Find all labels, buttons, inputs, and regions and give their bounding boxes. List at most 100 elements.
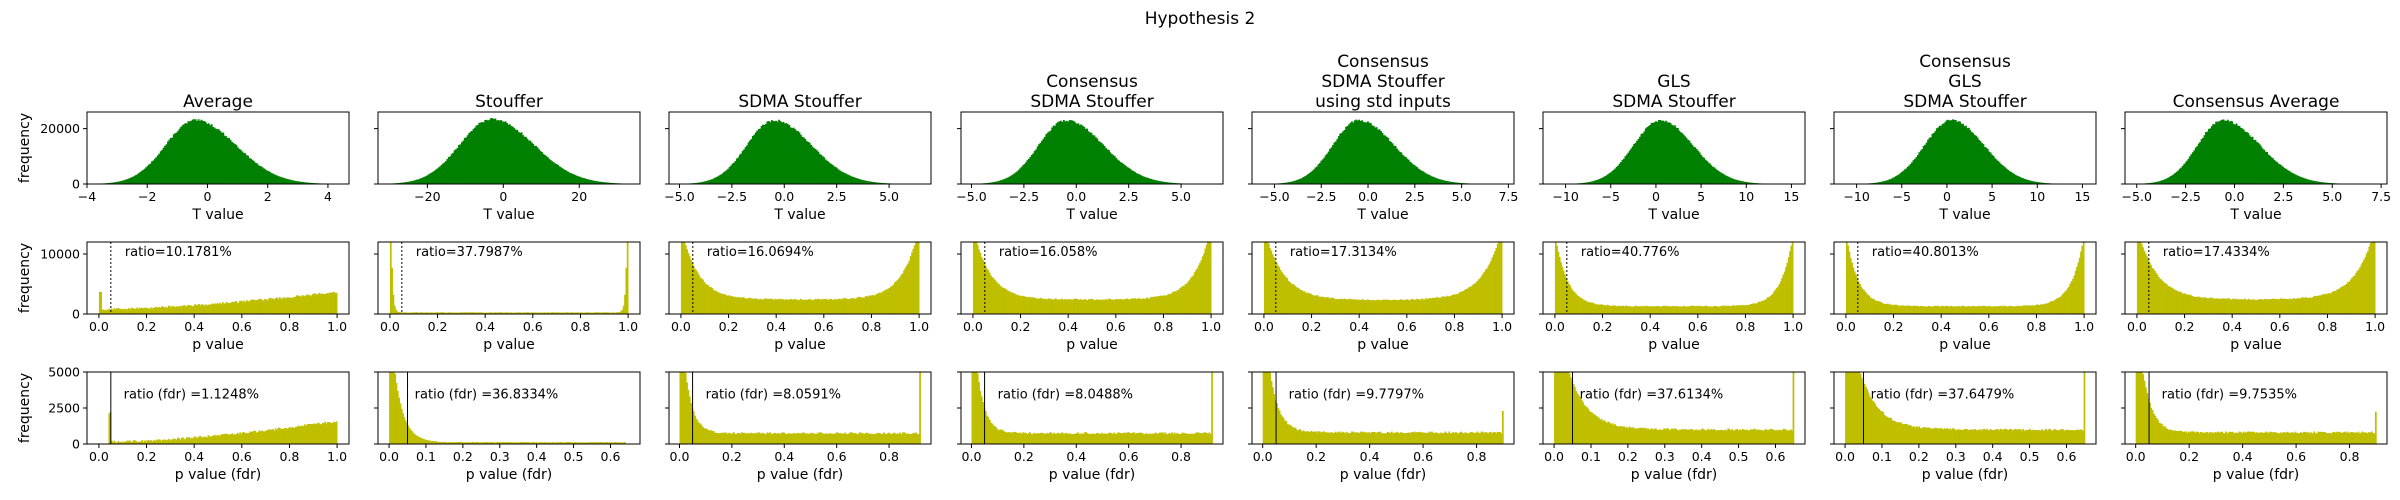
histogram-bar [794,433,797,444]
histogram-bar [1863,290,1865,314]
histogram-bar [917,434,920,444]
histogram-bar [466,442,469,444]
histogram-bar [1921,305,1924,314]
x-tick-label: −2.5 [1009,189,1039,204]
histogram-bar [213,127,216,184]
histogram-bar [2209,431,2211,444]
x-tick-label: 0.6 [1119,449,1139,464]
histogram-bar [407,312,409,314]
histogram-bar [817,151,820,184]
histogram-bar [1003,288,1006,314]
histogram-bar [1200,433,1203,444]
histogram-bar [578,176,581,184]
histogram-bar [1077,123,1080,184]
histogram-bar [419,437,421,444]
histogram-bar [1272,387,1274,444]
histogram-bar [448,312,450,314]
histogram-bar [762,432,765,444]
histogram-bar [1738,305,1741,314]
histogram-bar [608,442,610,444]
histogram-bar [1363,300,1365,314]
histogram-bar [2007,169,2010,184]
histogram-bar [1453,294,1455,314]
histogram-bar [2056,430,2059,444]
histogram-bar [1745,181,1748,184]
histogram-bar [2282,166,2285,184]
histogram-bar [1304,176,1307,184]
histogram-bar [1146,297,1148,314]
histogram-bar [814,434,817,444]
histogram-bar [912,432,915,444]
histogram-bar [1426,299,1429,314]
histogram-bar [285,297,288,314]
histogram-bar [1041,298,1044,314]
x-tick-label: −5.0 [664,189,694,204]
panel-r3c2: 0.0 0.1 0.2 0.3 0.4 0.5 0.6p value (fdr)ratio … [374,371,641,483]
histogram-bar [1166,295,1168,314]
histogram-bar [1007,177,1010,184]
histogram-bar [501,442,504,444]
x-axis-label: T value [1065,207,1117,223]
histogram-bar [694,268,696,314]
histogram-bar [305,182,308,184]
histogram-bar [1881,411,1883,444]
histogram-bar [813,300,815,314]
histogram-bar [453,442,456,444]
histogram-bar [690,402,692,444]
histogram-bar [1777,286,1779,314]
histogram-bar [2353,275,2356,314]
histogram-bar [833,166,836,184]
histogram-bar [810,144,813,184]
histogram-bar [723,293,725,314]
histogram-bar [2277,299,2279,314]
histogram-bar [148,164,150,184]
histogram-bar [610,312,613,314]
histogram-bar [2324,182,2327,184]
histogram-bar [2237,433,2240,444]
histogram-bar [2230,299,2233,314]
histogram-bar [1643,131,1646,184]
histogram-bar [478,122,481,184]
histogram-bar [1301,177,1304,184]
histogram-bar [2309,180,2312,184]
histogram-bar [1946,305,1949,314]
histogram-bar [1021,295,1024,314]
histogram-bar [221,434,224,444]
histogram-bar [1954,306,1957,314]
histogram-bar [988,272,991,314]
histogram-bar [912,248,915,314]
histogram-bar [158,306,161,314]
histogram-bar [691,263,694,314]
histogram-bar [138,307,141,314]
histogram-bar [2257,142,2260,184]
histogram-bar [1914,158,1916,184]
histogram-bar [1972,133,1975,184]
histogram-bar [335,421,338,444]
histogram-bar [826,299,829,314]
histogram-bar [412,312,415,314]
histogram-bar [280,298,282,314]
histogram-bar [553,312,556,314]
histogram-bar [555,442,558,444]
histogram-bar [2317,431,2320,444]
histogram-bar [2033,305,2036,314]
histogram-bar [536,442,538,444]
histogram-bar [575,175,578,184]
histogram-bar [1955,429,1958,444]
histogram-bar [856,178,859,184]
histogram-bar [1632,306,1635,314]
histogram-bar [1130,298,1133,314]
histogram-bar [1688,429,1691,444]
histogram-bar [1164,432,1167,444]
histogram-bar [203,305,206,314]
histogram-bar [146,440,149,444]
histogram-bar [1897,422,1899,444]
histogram-bar [717,292,720,314]
x-tick-label: 1.0 [1492,319,1512,334]
histogram-bar [179,306,182,314]
histogram-bar [1699,430,1702,444]
histogram-bar [1976,137,1979,184]
histogram-bar [1404,433,1407,444]
histogram-bar [1151,296,1154,314]
histogram-bar [1914,427,1917,444]
